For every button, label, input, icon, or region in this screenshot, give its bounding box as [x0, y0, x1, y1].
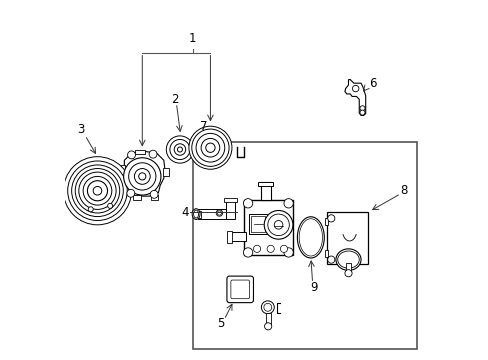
Circle shape: [188, 126, 231, 169]
Circle shape: [243, 199, 252, 208]
Bar: [260, 182, 270, 200]
Circle shape: [127, 151, 135, 159]
Bar: [248, 214, 266, 234]
Circle shape: [359, 106, 364, 111]
Circle shape: [128, 163, 156, 190]
Circle shape: [284, 248, 293, 257]
Circle shape: [88, 207, 93, 212]
Bar: [224, 198, 236, 202]
Bar: [258, 182, 273, 186]
Circle shape: [177, 147, 182, 152]
Circle shape: [139, 173, 145, 180]
Circle shape: [126, 189, 135, 197]
Circle shape: [327, 256, 334, 263]
Bar: [345, 263, 351, 271]
Circle shape: [284, 199, 293, 208]
Circle shape: [107, 203, 112, 208]
Text: 8: 8: [400, 184, 407, 197]
Bar: [225, 200, 234, 220]
FancyBboxPatch shape: [230, 280, 249, 299]
Circle shape: [205, 143, 215, 152]
Text: 2: 2: [170, 93, 178, 106]
Bar: [326, 212, 367, 264]
Bar: [198, 210, 228, 220]
Bar: [244, 200, 292, 255]
Circle shape: [201, 138, 219, 157]
Text: 3: 3: [77, 123, 84, 136]
Circle shape: [123, 158, 161, 195]
Ellipse shape: [217, 211, 221, 215]
Circle shape: [196, 134, 224, 162]
Circle shape: [169, 139, 190, 159]
Circle shape: [75, 168, 120, 213]
Circle shape: [243, 248, 252, 257]
Bar: [195, 211, 201, 218]
FancyBboxPatch shape: [226, 276, 253, 303]
Circle shape: [261, 301, 274, 314]
Bar: [121, 165, 125, 173]
Circle shape: [280, 245, 287, 252]
Bar: [192, 142, 416, 348]
Ellipse shape: [337, 251, 359, 268]
Bar: [230, 232, 246, 241]
Bar: [265, 313, 270, 325]
Circle shape: [266, 245, 274, 252]
Circle shape: [327, 215, 334, 222]
Text: 1: 1: [188, 32, 196, 45]
Ellipse shape: [297, 217, 324, 258]
Bar: [324, 218, 328, 225]
Polygon shape: [124, 151, 164, 196]
Ellipse shape: [335, 249, 360, 270]
Circle shape: [352, 85, 358, 92]
Text: 4: 4: [181, 206, 189, 219]
Bar: [226, 231, 231, 243]
Bar: [163, 168, 168, 176]
Circle shape: [79, 172, 116, 210]
Circle shape: [264, 303, 271, 311]
Bar: [324, 250, 328, 257]
Circle shape: [87, 181, 107, 201]
Bar: [135, 149, 145, 154]
Circle shape: [149, 150, 157, 158]
Circle shape: [166, 136, 193, 163]
Ellipse shape: [216, 210, 222, 216]
Text: 9: 9: [310, 281, 318, 294]
Circle shape: [253, 245, 260, 252]
Circle shape: [67, 161, 127, 221]
Bar: [150, 195, 158, 201]
Ellipse shape: [193, 210, 198, 218]
Ellipse shape: [192, 209, 200, 220]
Circle shape: [267, 214, 289, 235]
Circle shape: [174, 144, 185, 155]
Circle shape: [150, 190, 158, 198]
Circle shape: [83, 176, 112, 205]
Circle shape: [264, 323, 271, 330]
Circle shape: [359, 110, 364, 115]
Circle shape: [274, 221, 282, 229]
Bar: [132, 195, 140, 201]
Text: 5: 5: [216, 317, 224, 330]
Text: 6: 6: [368, 77, 376, 90]
Ellipse shape: [299, 219, 322, 256]
Text: 7: 7: [199, 120, 206, 133]
Circle shape: [63, 157, 131, 225]
Circle shape: [72, 165, 123, 217]
Circle shape: [344, 270, 351, 277]
Polygon shape: [344, 80, 365, 116]
Circle shape: [93, 186, 102, 195]
Circle shape: [191, 129, 228, 166]
Circle shape: [264, 211, 292, 239]
Bar: [250, 216, 264, 231]
Circle shape: [134, 168, 150, 184]
